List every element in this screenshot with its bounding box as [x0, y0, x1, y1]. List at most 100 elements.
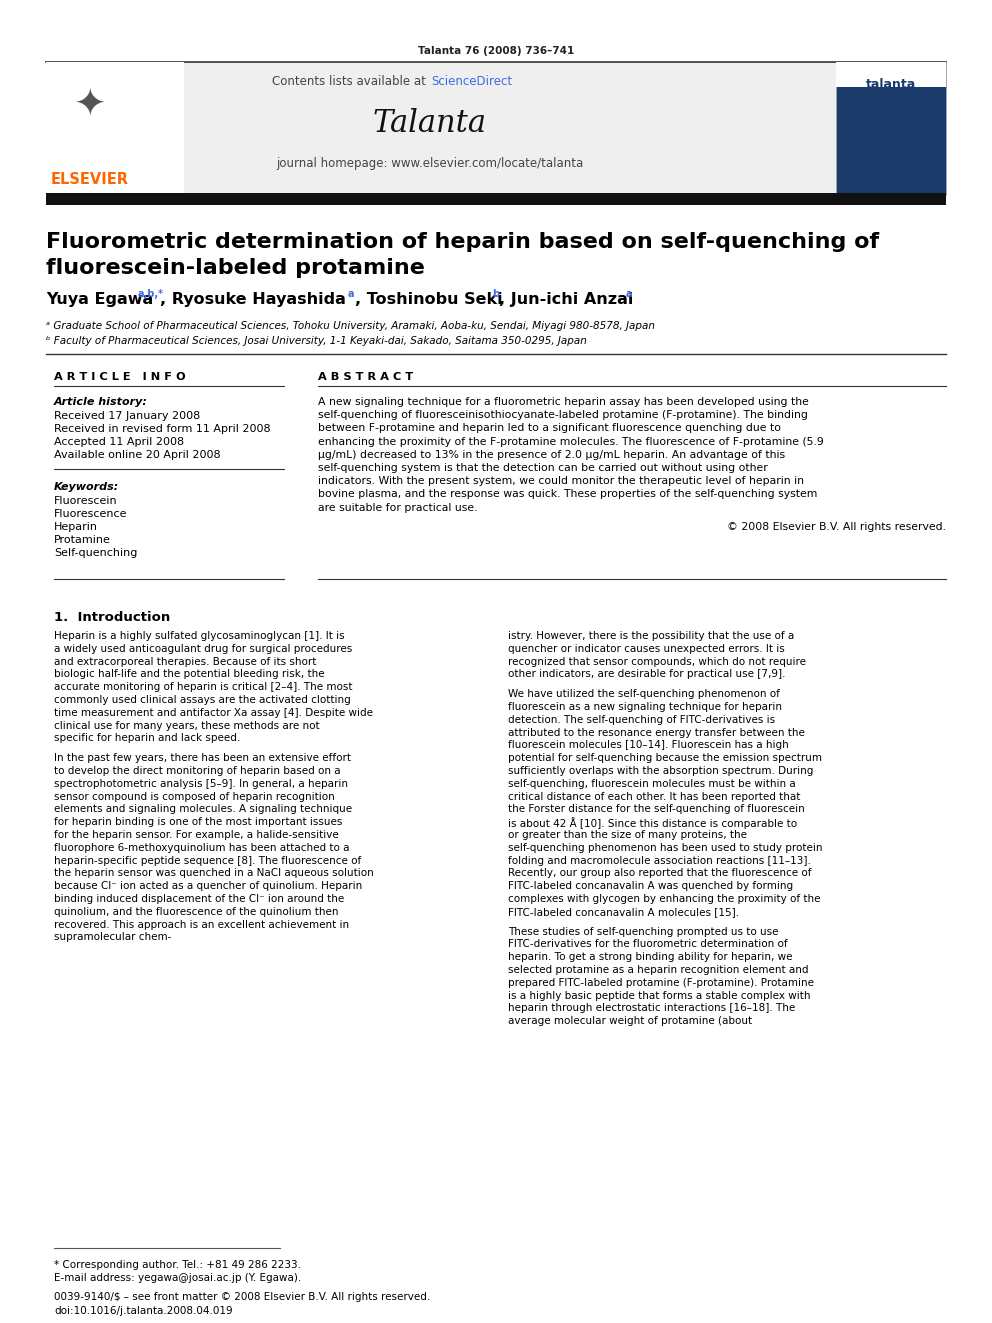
- Text: detection. The self-quenching of FITC-derivatives is: detection. The self-quenching of FITC-de…: [508, 714, 775, 725]
- Text: Available online 20 April 2008: Available online 20 April 2008: [54, 450, 220, 460]
- Text: ✦: ✦: [73, 86, 106, 124]
- Text: complexes with glycogen by enhancing the proximity of the: complexes with glycogen by enhancing the…: [508, 894, 820, 904]
- Text: is about 42 Å [10]. Since this distance is comparable to: is about 42 Å [10]. Since this distance …: [508, 818, 798, 830]
- Text: commonly used clinical assays are the activated clotting: commonly used clinical assays are the ac…: [54, 695, 351, 705]
- Text: FITC-labeled concanavalin A molecules [15].: FITC-labeled concanavalin A molecules [1…: [508, 906, 739, 917]
- FancyBboxPatch shape: [46, 193, 946, 205]
- Text: ScienceDirect: ScienceDirect: [431, 75, 512, 89]
- Text: specific for heparin and lack speed.: specific for heparin and lack speed.: [54, 733, 240, 744]
- Text: enhancing the proximity of the F-protamine molecules. The fluorescence of F-prot: enhancing the proximity of the F-protami…: [318, 437, 823, 447]
- Text: critical distance of each other. It has been reported that: critical distance of each other. It has …: [508, 791, 801, 802]
- Text: fluorescein as a new signaling technique for heparin: fluorescein as a new signaling technique…: [508, 703, 782, 712]
- Text: fluorophore 6-methoxyquinolium has been attached to a: fluorophore 6-methoxyquinolium has been …: [54, 843, 349, 853]
- Text: clinical use for many years, these methods are not: clinical use for many years, these metho…: [54, 721, 319, 730]
- Text: Heparin: Heparin: [54, 523, 98, 532]
- Text: Fluorescence: Fluorescence: [54, 509, 128, 519]
- Text: Recently, our group also reported that the fluorescence of: Recently, our group also reported that t…: [508, 868, 811, 878]
- FancyBboxPatch shape: [46, 62, 184, 194]
- Text: self-quenching, fluorescein molecules must be within a: self-quenching, fluorescein molecules mu…: [508, 779, 796, 789]
- Text: the Forster distance for the self-quenching of fluorescein: the Forster distance for the self-quench…: [508, 804, 805, 815]
- FancyBboxPatch shape: [46, 62, 946, 194]
- Text: fluorescein molecules [10–14]. Fluorescein has a high: fluorescein molecules [10–14]. Fluoresce…: [508, 741, 789, 750]
- Text: fluorescein-labeled protamine: fluorescein-labeled protamine: [46, 258, 425, 278]
- Text: Yuya Egawa: Yuya Egawa: [46, 292, 153, 307]
- FancyBboxPatch shape: [836, 62, 946, 194]
- Text: 1.  Introduction: 1. Introduction: [54, 611, 171, 624]
- Text: Keywords:: Keywords:: [54, 482, 119, 492]
- Text: folding and macromolecule association reactions [11–13].: folding and macromolecule association re…: [508, 856, 810, 865]
- Text: Received 17 January 2008: Received 17 January 2008: [54, 411, 200, 421]
- Text: b: b: [492, 288, 499, 299]
- Text: © 2008 Elsevier B.V. All rights reserved.: © 2008 Elsevier B.V. All rights reserved…: [727, 521, 946, 532]
- Text: FITC-derivatives for the fluorometric determination of: FITC-derivatives for the fluorometric de…: [508, 939, 788, 950]
- Text: time measurement and antifactor Xa assay [4]. Despite wide: time measurement and antifactor Xa assay…: [54, 708, 373, 718]
- Text: Fluorescein: Fluorescein: [54, 496, 118, 505]
- Text: is a highly basic peptide that forms a stable complex with: is a highly basic peptide that forms a s…: [508, 991, 810, 1000]
- Text: indicators. With the present system, we could monitor the therapeutic level of h: indicators. With the present system, we …: [318, 476, 804, 486]
- Text: Heparin is a highly sulfated glycosaminoglycan [1]. It is: Heparin is a highly sulfated glycosamino…: [54, 631, 344, 642]
- Text: supramolecular chem-: supramolecular chem-: [54, 933, 172, 942]
- Text: and extracorporeal therapies. Because of its short: and extracorporeal therapies. Because of…: [54, 656, 316, 667]
- Text: spectrophotometric analysis [5–9]. In general, a heparin: spectrophotometric analysis [5–9]. In ge…: [54, 779, 348, 789]
- Text: sensor compound is composed of heparin recognition: sensor compound is composed of heparin r…: [54, 791, 334, 802]
- Text: * Corresponding author. Tel.: +81 49 286 2233.: * Corresponding author. Tel.: +81 49 286…: [54, 1259, 301, 1270]
- Text: are suitable for practical use.: are suitable for practical use.: [318, 503, 477, 512]
- Text: Received in revised form 11 April 2008: Received in revised form 11 April 2008: [54, 423, 271, 434]
- Text: FITC-labeled concanavalin A was quenched by forming: FITC-labeled concanavalin A was quenched…: [508, 881, 794, 892]
- Text: other indicators, are desirable for practical use [7,9].: other indicators, are desirable for prac…: [508, 669, 786, 680]
- Text: , Jun-ichi Anzai: , Jun-ichi Anzai: [499, 292, 633, 307]
- Text: heparin. To get a strong binding ability for heparin, we: heparin. To get a strong binding ability…: [508, 953, 793, 962]
- Text: doi:10.1016/j.talanta.2008.04.019: doi:10.1016/j.talanta.2008.04.019: [54, 1306, 233, 1316]
- Text: potential for self-quenching because the emission spectrum: potential for self-quenching because the…: [508, 753, 822, 763]
- Text: between F-protamine and heparin led to a significant fluorescence quenching due : between F-protamine and heparin led to a…: [318, 423, 781, 434]
- Text: In the past few years, there has been an extensive effort: In the past few years, there has been an…: [54, 753, 351, 763]
- Text: for heparin binding is one of the most important issues: for heparin binding is one of the most i…: [54, 818, 342, 827]
- Text: Article history:: Article history:: [54, 397, 148, 407]
- Text: heparin through electrostatic interactions [16–18]. The: heparin through electrostatic interactio…: [508, 1003, 796, 1013]
- Text: These studies of self-quenching prompted us to use: These studies of self-quenching prompted…: [508, 926, 779, 937]
- Text: or greater than the size of many proteins, the: or greater than the size of many protein…: [508, 830, 747, 840]
- Text: A B S T R A C T: A B S T R A C T: [318, 372, 413, 382]
- Text: elements and signaling molecules. A signaling technique: elements and signaling molecules. A sign…: [54, 804, 352, 815]
- Text: We have utilized the self-quenching phenomenon of: We have utilized the self-quenching phen…: [508, 689, 780, 699]
- Text: a: a: [348, 288, 354, 299]
- Text: recognized that sensor compounds, which do not require: recognized that sensor compounds, which …: [508, 656, 806, 667]
- Text: a,b,*: a,b,*: [138, 288, 164, 299]
- Text: Self-quenching: Self-quenching: [54, 548, 137, 558]
- Text: , Ryosuke Hayashida: , Ryosuke Hayashida: [160, 292, 346, 307]
- Text: Contents lists available at: Contents lists available at: [273, 75, 430, 89]
- Text: E-mail address: yegawa@josai.ac.jp (Y. Egawa).: E-mail address: yegawa@josai.ac.jp (Y. E…: [54, 1273, 302, 1283]
- Text: self-quenching system is that the detection can be carried out without using oth: self-quenching system is that the detect…: [318, 463, 768, 474]
- Text: a widely used anticoagulant drug for surgical procedures: a widely used anticoagulant drug for sur…: [54, 644, 352, 654]
- Text: recovered. This approach is an excellent achievement in: recovered. This approach is an excellent…: [54, 919, 349, 930]
- Text: ᵇ Faculty of Pharmaceutical Sciences, Josai University, 1-1 Keyaki-dai, Sakado, : ᵇ Faculty of Pharmaceutical Sciences, Jo…: [46, 336, 587, 347]
- Text: Protamine: Protamine: [54, 534, 111, 545]
- Text: 0039-9140/$ – see front matter © 2008 Elsevier B.V. All rights reserved.: 0039-9140/$ – see front matter © 2008 El…: [54, 1293, 431, 1302]
- Text: for the heparin sensor. For example, a halide-sensitive: for the heparin sensor. For example, a h…: [54, 830, 338, 840]
- Text: self-quenching phenomenon has been used to study protein: self-quenching phenomenon has been used …: [508, 843, 822, 853]
- Text: Talanta: Talanta: [373, 108, 487, 139]
- Text: to develop the direct monitoring of heparin based on a: to develop the direct monitoring of hepa…: [54, 766, 340, 777]
- Text: heparin-specific peptide sequence [8]. The fluorescence of: heparin-specific peptide sequence [8]. T…: [54, 856, 361, 865]
- Text: istry. However, there is the possibility that the use of a: istry. However, there is the possibility…: [508, 631, 795, 642]
- Text: quinolium, and the fluorescence of the quinolium then: quinolium, and the fluorescence of the q…: [54, 906, 338, 917]
- Text: selected protamine as a heparin recognition element and: selected protamine as a heparin recognit…: [508, 964, 808, 975]
- Text: Accepted 11 April 2008: Accepted 11 April 2008: [54, 437, 185, 447]
- Text: the heparin sensor was quenched in a NaCl aqueous solution: the heparin sensor was quenched in a NaC…: [54, 868, 374, 878]
- Text: biologic half-life and the potential bleeding risk, the: biologic half-life and the potential ble…: [54, 669, 324, 680]
- Text: quencher or indicator causes unexpected errors. It is: quencher or indicator causes unexpected …: [508, 644, 785, 654]
- Text: journal homepage: www.elsevier.com/locate/talanta: journal homepage: www.elsevier.com/locat…: [277, 157, 583, 169]
- Text: Fluorometric determination of heparin based on self-quenching of: Fluorometric determination of heparin ba…: [46, 232, 879, 251]
- Text: A R T I C L E   I N F O: A R T I C L E I N F O: [54, 372, 186, 382]
- Text: binding induced displacement of the Cl⁻ ion around the: binding induced displacement of the Cl⁻ …: [54, 894, 344, 904]
- Text: sufficiently overlaps with the absorption spectrum. During: sufficiently overlaps with the absorptio…: [508, 766, 813, 777]
- Text: Talanta 76 (2008) 736–741: Talanta 76 (2008) 736–741: [418, 46, 574, 56]
- Text: , Toshinobu Seki: , Toshinobu Seki: [355, 292, 503, 307]
- Text: accurate monitoring of heparin is critical [2–4]. The most: accurate monitoring of heparin is critic…: [54, 683, 352, 692]
- Text: prepared FITC-labeled protamine (F-protamine). Protamine: prepared FITC-labeled protamine (F-prota…: [508, 978, 814, 988]
- Text: attributed to the resonance energy transfer between the: attributed to the resonance energy trans…: [508, 728, 805, 738]
- Text: average molecular weight of protamine (about: average molecular weight of protamine (a…: [508, 1016, 752, 1027]
- Text: ELSEVIER: ELSEVIER: [51, 172, 129, 187]
- Text: μg/mL) decreased to 13% in the presence of 2.0 μg/mL heparin. An advantage of th: μg/mL) decreased to 13% in the presence …: [318, 450, 785, 460]
- Text: self-quenching of fluoresceinisothiocyanate-labeled protamine (F-protamine). The: self-quenching of fluoresceinisothiocyan…: [318, 410, 807, 421]
